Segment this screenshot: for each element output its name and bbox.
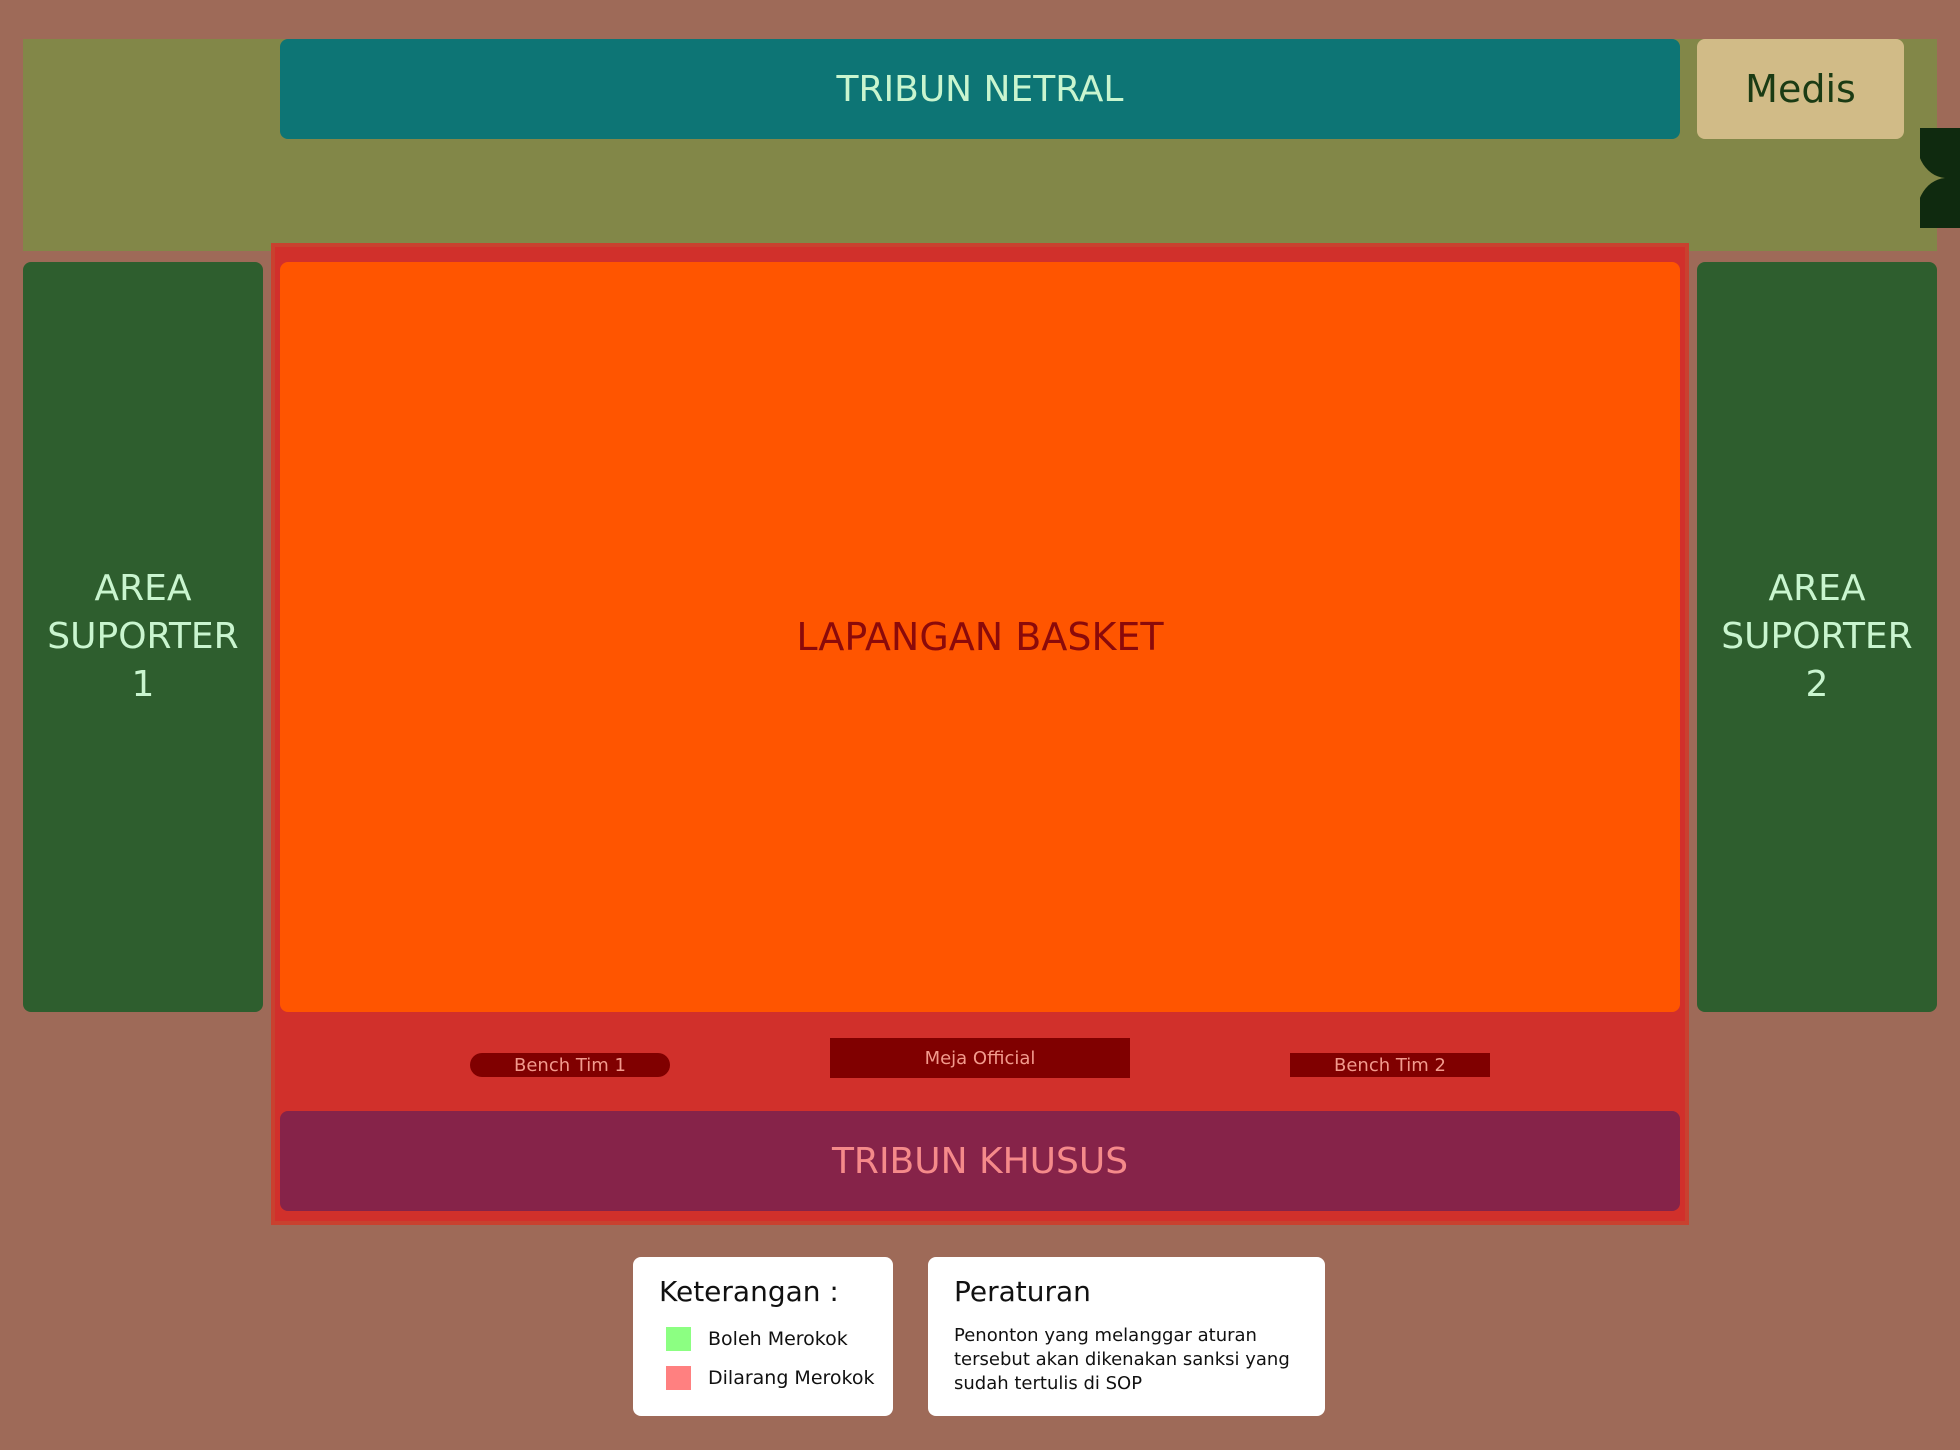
meja-official: Meja Official [830, 1038, 1130, 1078]
medis-area: Medis [1697, 39, 1904, 139]
legend-item-dilarang-merokok: Dilarang Merokok [666, 1366, 874, 1390]
legend-swatch-green [666, 1327, 691, 1351]
bench-tim-1: Bench Tim 1 [470, 1053, 670, 1077]
legend-item-label: Boleh Merokok [708, 1328, 848, 1350]
legend-title: Keterangan : [659, 1275, 839, 1308]
bench-tim-2: Bench Tim 2 [1290, 1053, 1490, 1077]
rules-text: Penonton yang melanggar aturan tersebut … [954, 1325, 1290, 1394]
tribun-khusus: TRIBUN KHUSUS [280, 1111, 1680, 1211]
exit-door-icon [1917, 128, 1960, 228]
area-suporter-2-line3: 2 [1805, 664, 1829, 705]
bench-tim-1-label: Bench Tim 1 [513, 1054, 626, 1076]
medis-label: Medis [1745, 67, 1856, 111]
lapangan-basket-label: LAPANGAN BASKET [796, 615, 1164, 659]
legend-swatch-red [666, 1366, 691, 1390]
area-suporter-1: AREA SUPORTER 1 [23, 262, 263, 1012]
area-suporter-2-line1: AREA [1768, 568, 1866, 609]
bench-tim-2-label: Bench Tim 2 [1333, 1054, 1446, 1076]
tribun-netral: TRIBUN NETRAL [280, 39, 1680, 139]
rules-title: Peraturan [954, 1275, 1091, 1308]
tribun-khusus-label: TRIBUN KHUSUS [831, 1140, 1129, 1182]
area-suporter-1-line2: SUPORTER [47, 616, 239, 657]
legend-card: Keterangan : Boleh Merokok Dilarang Mero… [633, 1257, 893, 1416]
area-suporter-2: AREA SUPORTER 2 [1697, 262, 1937, 1012]
area-suporter-2-line2: SUPORTER [1721, 616, 1913, 657]
lapangan-basket: LAPANGAN BASKET [280, 262, 1680, 1012]
rules-card: Peraturan Penonton yang melanggar aturan… [928, 1257, 1325, 1416]
meja-official-label: Meja Official [924, 1047, 1036, 1069]
legend-item-label: Dilarang Merokok [708, 1367, 875, 1389]
area-suporter-1-line1: AREA [94, 568, 192, 609]
area-suporter-1-line3: 1 [131, 664, 155, 705]
legend-item-boleh-merokok: Boleh Merokok [666, 1327, 848, 1351]
tribun-netral-label: TRIBUN NETRAL [836, 68, 1124, 110]
